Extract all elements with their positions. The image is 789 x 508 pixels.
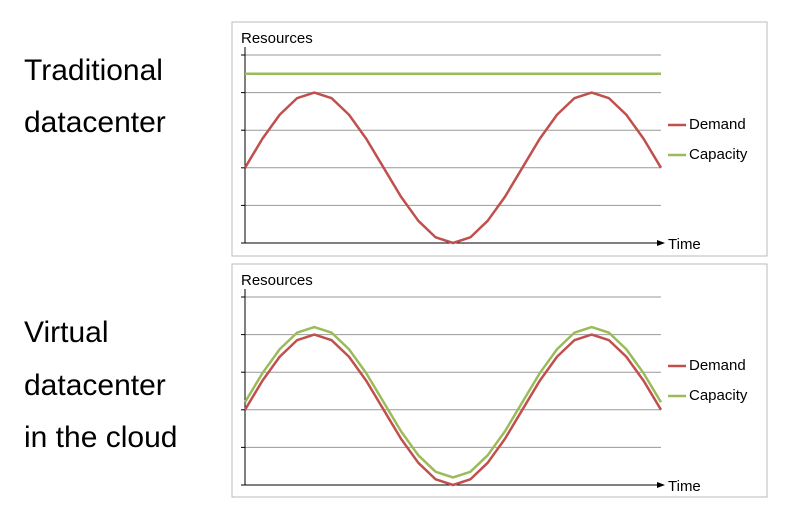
legend-label: Demand xyxy=(689,116,746,133)
y-axis-label: Resources xyxy=(241,30,313,47)
legend-label: Capacity xyxy=(689,146,748,163)
series-line xyxy=(243,333,663,487)
series-line xyxy=(243,325,663,479)
panel-caption: Virtual xyxy=(24,316,109,349)
panel-caption: in the cloud xyxy=(24,421,177,454)
panel-caption: Traditional xyxy=(24,54,163,87)
chart-frame xyxy=(231,21,768,257)
y-axis-label: Resources xyxy=(241,272,313,289)
panel-caption: datacenter xyxy=(24,106,166,139)
series-line xyxy=(243,91,663,245)
x-axis-label: Time xyxy=(668,236,701,253)
legend-label: Demand xyxy=(689,357,746,374)
x-axis-label: Time xyxy=(668,478,701,495)
chart-frame xyxy=(231,263,768,498)
panel-caption: datacenter xyxy=(24,369,166,402)
legend-label: Capacity xyxy=(689,387,748,404)
